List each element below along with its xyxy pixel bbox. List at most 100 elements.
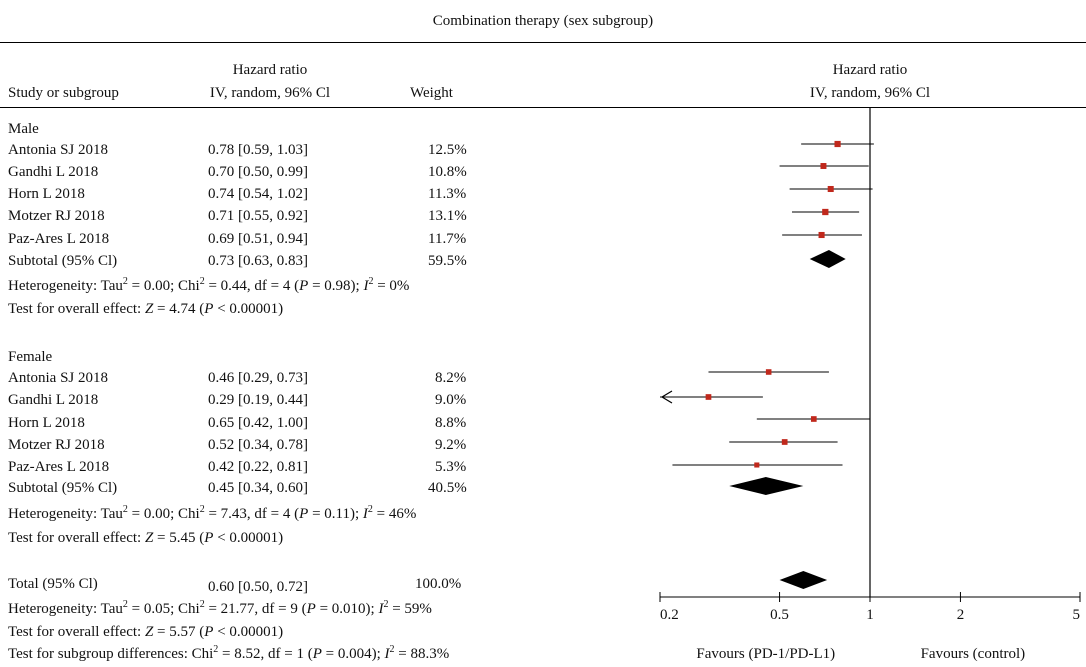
study-ci-text: 0.71 [0.55, 0.92]: [208, 208, 308, 224]
ci-truncation-arrow: [660, 390, 673, 404]
col-header-hr-sub: IV, random, 96% Cl: [209, 85, 331, 101]
study-name: Motzer RJ 2018: [8, 208, 105, 224]
subtotal-label: Subtotal (95% Cl): [8, 253, 118, 269]
study-weight: 13.1%: [428, 208, 467, 224]
chart-title: Combination therapy (sex subgroup): [432, 13, 654, 29]
tau2-value: 0.00: [143, 506, 171, 522]
x-axis-tick-label: 1: [866, 607, 874, 623]
subtotal-ci-text: 0.73 [0.63, 0.83]: [208, 253, 308, 269]
study-ci-text: 0.42 [0.22, 0.81]: [208, 459, 308, 475]
subtotal-weight: 40.5%: [428, 480, 467, 496]
total-label: Total (95% Cl): [8, 576, 98, 592]
heterogeneity-line: Heterogeneity: Tau2 = 0.00; Chi2 = 7.43,…: [8, 504, 417, 523]
study-ci-text: 0.46 [0.29, 0.73]: [208, 370, 308, 386]
i2-value: 88.3%: [410, 646, 450, 662]
study-weight: 8.2%: [435, 370, 467, 386]
study-weight: 11.3%: [428, 186, 467, 202]
subgroup-differences-line: Test for subgroup differences: Chi2 = 8.…: [8, 644, 450, 663]
x-axis-tick-label: 2: [957, 607, 965, 623]
summary-diamond: [809, 250, 846, 268]
z-value: 5.57: [169, 624, 196, 640]
point-estimate-marker: [827, 185, 834, 193]
col-header-study: Study or subgroup: [8, 85, 119, 101]
subtotal-ci-text: 0.45 [0.34, 0.60]: [208, 480, 308, 496]
summary-diamond: [729, 477, 804, 495]
p-value: 0.010: [331, 601, 366, 617]
subtotal-weight: 59.5%: [428, 253, 467, 269]
overall-effect-line: Test for overall effect: Z = 5.45 (P < 0…: [8, 530, 284, 546]
study-ci-text: 0.74 [0.54, 1.02]: [208, 186, 308, 202]
study-name: Paz-Ares L 2018: [8, 459, 110, 475]
point-estimate-marker: [820, 163, 827, 169]
tau2-value: 0.00: [143, 278, 171, 294]
i2-value: 59%: [404, 601, 432, 617]
chi2-value: 21.77: [220, 601, 255, 617]
i2-value: 0%: [389, 278, 410, 294]
point-estimate-marker: [781, 439, 788, 445]
study-ci-text: 0.69 [0.51, 0.94]: [208, 231, 308, 247]
study-weight: 12.5%: [428, 142, 467, 158]
point-estimate-marker: [810, 416, 817, 422]
chi2-value: 0.44: [220, 278, 247, 294]
subtotal-label: Subtotal (95% Cl): [8, 480, 118, 496]
point-estimate-marker: [818, 231, 825, 239]
p-value: < 0.00001: [217, 301, 279, 317]
total-ci-text: 0.60 [0.50, 0.72]: [208, 579, 308, 595]
total-weight: 100.0%: [415, 576, 462, 592]
group-label-male: Male: [8, 121, 39, 137]
point-estimate-marker: [705, 394, 712, 400]
z-value: 4.74: [169, 301, 196, 317]
plot-header-sub: IV, random, 96% Cl: [809, 85, 931, 101]
overall-effect-line: Test for overall effect: Z = 4.74 (P < 0…: [8, 301, 284, 317]
z-value: 5.45: [169, 530, 196, 546]
favours-right-label: Favours (control): [921, 646, 1026, 662]
header-bottom-rule: [0, 107, 1086, 108]
study-name: Antonia SJ 2018: [8, 370, 109, 386]
col-header-weight: Weight: [410, 85, 453, 101]
study-name: Antonia SJ 2018: [8, 142, 109, 158]
point-estimate-marker: [765, 369, 772, 375]
total-heterogeneity-line: Heterogeneity: Tau2 = 0.05; Chi2 = 21.77…: [8, 599, 432, 618]
chi2-value: 7.43: [220, 506, 247, 522]
study-weight: 10.8%: [428, 164, 467, 180]
study-ci-text: 0.29 [0.19, 0.44]: [208, 392, 308, 408]
study-ci-text: 0.65 [0.42, 1.00]: [208, 415, 308, 431]
p-value: 0.98: [324, 278, 351, 294]
study-ci-text: 0.52 [0.34, 0.78]: [208, 437, 308, 453]
study-weight: 5.3%: [435, 459, 467, 475]
heterogeneity-line: Heterogeneity: Tau2 = 0.00; Chi2 = 0.44,…: [8, 276, 410, 295]
point-estimate-marker: [754, 462, 760, 468]
group-label-female: Female: [8, 349, 53, 365]
study-name: Horn L 2018: [8, 415, 85, 431]
p-value: < 0.00001: [217, 530, 279, 546]
summary-diamond: [779, 571, 828, 589]
x-axis-tick-label: 0.5: [770, 607, 789, 623]
df-value: 4: [282, 506, 291, 522]
study-weight: 11.7%: [428, 231, 467, 247]
study-ci-text: 0.78 [0.59, 1.03]: [208, 142, 308, 158]
plot-header-top: Hazard ratio: [832, 62, 908, 78]
point-estimate-marker: [834, 140, 841, 148]
p-value: < 0.00001: [217, 624, 279, 640]
df-value: 4: [282, 278, 291, 294]
study-weight: 9.2%: [435, 437, 467, 453]
tau2-value: 0.05: [143, 601, 171, 617]
study-weight: 9.0%: [435, 392, 467, 408]
study-name: Gandhi L 2018: [8, 164, 99, 180]
df-value: 1: [296, 646, 304, 662]
col-header-hr-top: Hazard ratio: [232, 62, 308, 78]
chi2-value: 8.52: [234, 646, 261, 662]
study-name: Gandhi L 2018: [8, 392, 99, 408]
x-axis-tick-label: 5: [1073, 607, 1081, 623]
p-value: 0.004: [337, 646, 372, 662]
x-axis-tick-label: 0.2: [660, 607, 679, 623]
favours-left-label: Favours (PD-1/PD-L1): [696, 646, 835, 662]
total-overall-effect-line: Test for overall effect: Z = 5.57 (P < 0…: [8, 624, 284, 640]
p-value: 0.11: [324, 506, 350, 522]
point-estimate-marker: [822, 208, 829, 216]
study-name: Horn L 2018: [8, 186, 85, 202]
header-top-rule: [0, 42, 1086, 43]
study-name: Paz-Ares L 2018: [8, 231, 110, 247]
study-name: Motzer RJ 2018: [8, 437, 105, 453]
